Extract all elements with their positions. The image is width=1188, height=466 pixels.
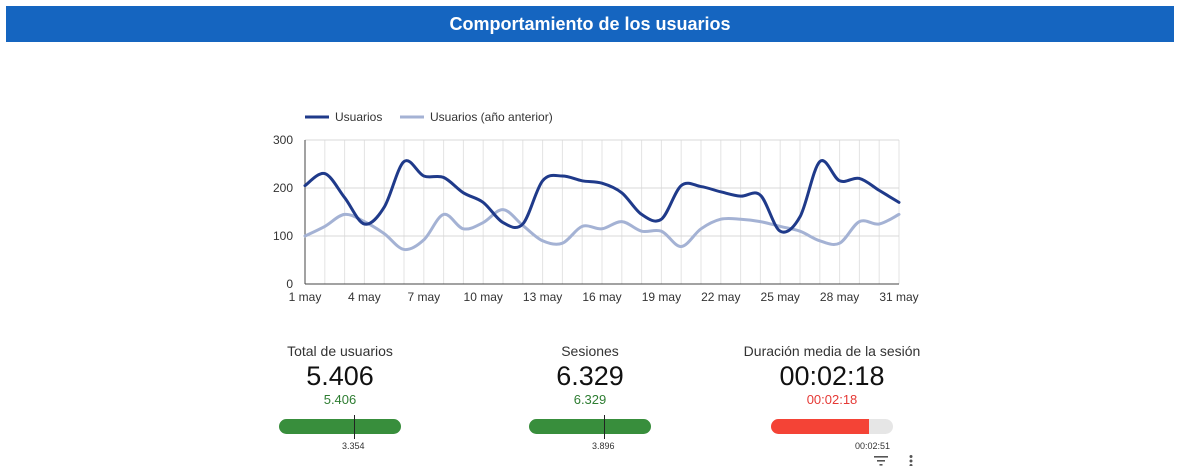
scorecard-label: Sesiones <box>561 343 619 359</box>
scorecard-delta: 00:02:18 <box>806 392 858 407</box>
scorecard-value: 00:02:18 <box>779 361 885 391</box>
series-line-usuarios-ano-anterior <box>303 208 901 252</box>
y-tick-label: 200 <box>273 181 293 195</box>
x-tick-label: 22 may <box>701 290 740 304</box>
x-tick-label: 4 may <box>348 290 381 304</box>
scorecard-delta: 6.329 <box>573 392 607 407</box>
x-tick-label: 13 may <box>523 290 562 304</box>
header-banner: Comportamiento de los usuarios <box>6 6 1174 42</box>
progress-fill <box>529 419 651 434</box>
scorecard-avg-session-duration: Duración media de la sesión 00:02:18 00:… <box>744 343 921 407</box>
filter-icon[interactable] <box>873 455 889 466</box>
scorecard-label: Total de usuarios <box>287 343 393 359</box>
y-tick-label: 300 <box>273 133 293 147</box>
x-tick-label: 10 may <box>464 290 503 304</box>
y-tick-label: 0 <box>286 277 293 291</box>
progress-fill <box>771 419 869 434</box>
series-line-usuarios <box>303 159 901 234</box>
x-tick-label: 7 may <box>407 290 440 304</box>
legend-label: Usuarios (año anterior) <box>430 110 553 124</box>
y-tick-label: 100 <box>273 229 293 243</box>
scorecard-label: Duración media de la sesión <box>743 343 921 359</box>
x-tick-label: 31 may <box>879 290 918 304</box>
progress-fill <box>279 419 401 434</box>
scorecard-sessions: Sesiones 6.329 6.329 <box>510 343 670 407</box>
target-marker <box>604 415 605 439</box>
x-tick-label: 25 may <box>761 290 800 304</box>
x-tick-label: 28 may <box>820 290 859 304</box>
target-value: 00:02:51 <box>855 441 891 451</box>
scorecard-value: 6.329 <box>556 361 624 391</box>
page-title: Comportamiento de los usuarios <box>449 13 731 34</box>
x-tick-label: 1 may <box>289 290 322 304</box>
more-vert-icon[interactable] <box>907 455 915 466</box>
scorecard-total-users: Total de usuarios 5.406 5.406 <box>260 343 420 407</box>
scorecard-delta: 5.406 <box>323 392 357 407</box>
legend-label: Usuarios <box>335 110 382 124</box>
x-tick-label: 19 may <box>642 290 681 304</box>
progress-bar-sessions <box>529 419 651 434</box>
line-chart: 0 100 200 300 1 may 4 may 7 may 10 may 13 may 16 … <box>273 110 919 304</box>
progress-bar-avg-session-duration <box>771 419 893 434</box>
progress-bar-total-users <box>279 419 401 434</box>
target-value: 3.354 <box>342 441 365 451</box>
scorecard-value: 5.406 <box>306 361 374 391</box>
x-tick-label: 16 may <box>582 290 621 304</box>
target-value: 3.896 <box>592 441 615 451</box>
target-marker <box>354 415 355 439</box>
